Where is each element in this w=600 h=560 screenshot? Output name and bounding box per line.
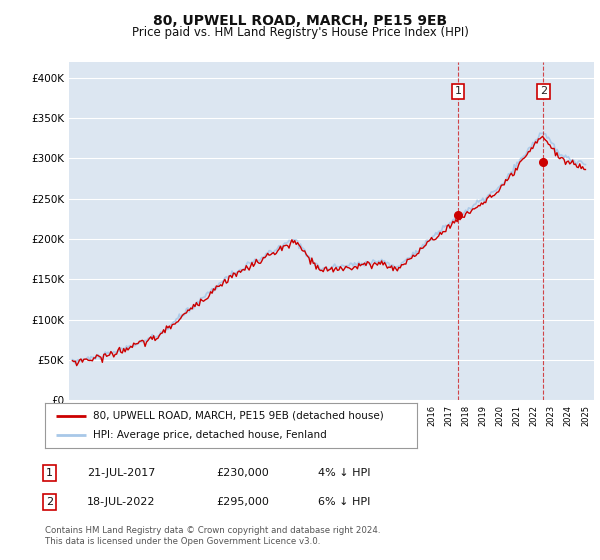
Text: 80, UPWELL ROAD, MARCH, PE15 9EB: 80, UPWELL ROAD, MARCH, PE15 9EB [153, 14, 447, 28]
Text: 1: 1 [454, 86, 461, 96]
Text: 2: 2 [540, 86, 547, 96]
Text: Contains HM Land Registry data © Crown copyright and database right 2024.
This d: Contains HM Land Registry data © Crown c… [45, 526, 380, 546]
Text: 18-JUL-2022: 18-JUL-2022 [87, 497, 155, 507]
Text: 1: 1 [46, 468, 53, 478]
Text: Price paid vs. HM Land Registry's House Price Index (HPI): Price paid vs. HM Land Registry's House … [131, 26, 469, 39]
Text: £295,000: £295,000 [216, 497, 269, 507]
Text: 6% ↓ HPI: 6% ↓ HPI [318, 497, 370, 507]
Text: 2: 2 [46, 497, 53, 507]
Text: £230,000: £230,000 [216, 468, 269, 478]
Text: 21-JUL-2017: 21-JUL-2017 [87, 468, 155, 478]
Text: HPI: Average price, detached house, Fenland: HPI: Average price, detached house, Fenl… [94, 431, 327, 441]
Text: 4% ↓ HPI: 4% ↓ HPI [318, 468, 371, 478]
Text: 80, UPWELL ROAD, MARCH, PE15 9EB (detached house): 80, UPWELL ROAD, MARCH, PE15 9EB (detach… [94, 410, 384, 421]
